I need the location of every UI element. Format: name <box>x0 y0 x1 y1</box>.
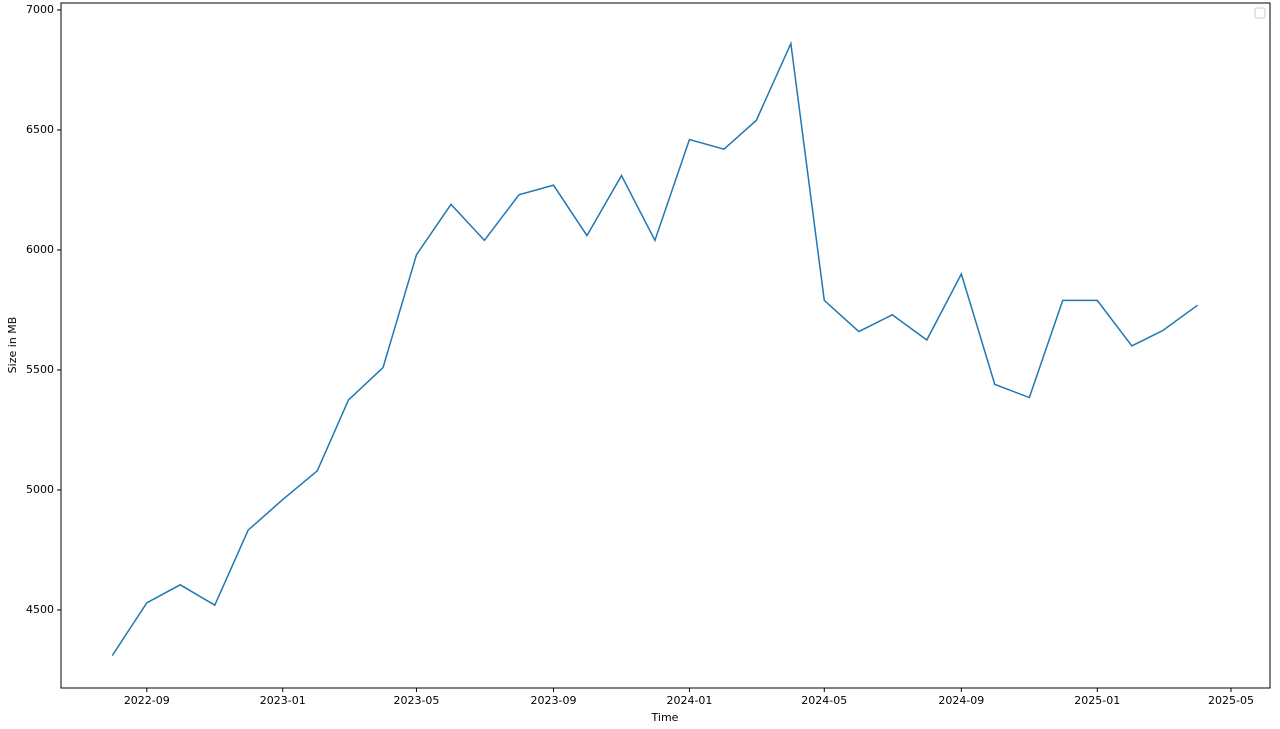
y-tick-label: 7000 <box>26 3 54 16</box>
legend <box>1254 7 1266 19</box>
x-tick-label: 2024-05 <box>801 694 847 707</box>
x-tick-label: 2025-05 <box>1208 694 1254 707</box>
x-tick-label: 2024-01 <box>666 694 712 707</box>
x-tick-label: 2025-01 <box>1074 694 1120 707</box>
x-axis-label: Time <box>651 711 679 724</box>
y-tick-label: 6000 <box>26 243 54 256</box>
x-tick-label: 2023-05 <box>393 694 439 707</box>
x-tick-label: 2023-09 <box>531 694 577 707</box>
y-tick-label: 4500 <box>26 603 54 616</box>
y-tick-label: 5000 <box>26 483 54 496</box>
x-tick-label: 2024-09 <box>938 694 984 707</box>
x-tick-label: 2022-09 <box>124 694 170 707</box>
y-tick-label: 6500 <box>26 123 54 136</box>
x-tick-label: 2023-01 <box>260 694 306 707</box>
y-tick-label: 5500 <box>26 363 54 376</box>
line <box>111 40 1199 657</box>
y-axis-label: Size in MB <box>6 317 19 374</box>
plot-frame <box>60 2 1271 689</box>
